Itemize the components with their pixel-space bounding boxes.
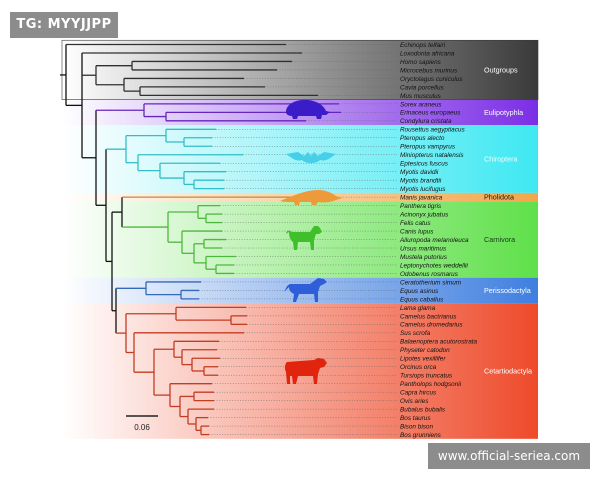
clade-label-eulipotyphla: Eulipotyphla (484, 108, 523, 117)
species-label: Mustela putorius (400, 254, 448, 261)
species-label: Sorex araneus (400, 101, 442, 108)
species-label: Camelus dromedarius (400, 322, 463, 329)
species-label: Equus asinus (400, 288, 439, 295)
species-label: Rousettus aegyptiacus (400, 127, 465, 134)
species-label: Bos taurus (400, 415, 431, 422)
species-label: Oryctolagus cuniculus (400, 76, 463, 83)
species-label: Microcebus murinus (400, 67, 458, 74)
species-label: Bubalus bubalis (400, 407, 446, 414)
species-label: Ceratotherium simum (400, 279, 462, 286)
species-label: Condylura cristata (400, 118, 452, 125)
species-label: Lama glama (400, 305, 436, 312)
species-label: Sus scrofa (400, 330, 431, 337)
species-label: Homo sapiens (400, 59, 442, 66)
species-label: Pantholops hodgsonii (400, 381, 462, 388)
species-label: Ovis aries (400, 398, 429, 405)
species-label: Tursiops truncatus (400, 373, 453, 380)
species-label: Leptonychotes weddellii (400, 262, 468, 269)
species-label: Lipotes vexillifer (400, 356, 446, 363)
scale-bar-label: 0.06 (134, 423, 150, 432)
species-label: Cavia porcellus (400, 84, 444, 91)
outgroups-frame (61, 39, 539, 100)
species-label: Equus caballus (400, 296, 444, 303)
species-label: Erinaceus europaeus (400, 110, 461, 117)
species-label: Felis catus (400, 220, 431, 227)
species-label: Echinops telfairi (400, 42, 446, 49)
species-label: Bos grunniens (400, 432, 442, 439)
species-label: Odobenus rosmarus (400, 271, 459, 278)
species-label: Acinonyx jubatus (399, 212, 449, 219)
watermark-top: TG: MYYJJPP (10, 12, 118, 38)
species-label: Manis javanica (400, 195, 443, 202)
hedgehog-silhouette-icon (286, 99, 330, 119)
species-label: Camelus bactrianus (400, 313, 457, 320)
species-label: Orcinus orca (400, 364, 437, 371)
horse-silhouette-icon (284, 278, 327, 302)
species-label: Bison bison (400, 424, 433, 431)
species-label: Myotis brandtii (400, 178, 442, 185)
species-label: Panthera tigris (400, 203, 442, 210)
species-label: Eptesicus fuscus (400, 161, 449, 168)
species-label: Myotis lucifugus (400, 186, 446, 193)
clade-label-cetartiodactyla: Cetartiodactyla (484, 367, 532, 376)
species-label: Ailuropoda melanoleuca (399, 237, 469, 244)
dog-silhouette-icon (286, 226, 322, 250)
species-label: Capra hircus (400, 390, 437, 397)
species-label: Balaenoptera acutorostrata (400, 339, 478, 346)
clade-label-carnivora: Carnivora (484, 235, 515, 244)
species-label: Myotis davidii (400, 169, 439, 176)
species-label: Loxodonta africana (400, 50, 455, 57)
clade-label-pholidota: Pholidota (484, 193, 514, 202)
clade-label-chiroptera: Chiroptera (484, 155, 518, 164)
bat-silhouette-icon (286, 152, 336, 163)
species-label: Physeter catodon (400, 347, 450, 354)
species-label: Pteropus alecto (400, 135, 445, 142)
species-label: Miniopterus natalensis (400, 152, 464, 159)
scale-bar: 0.06 (126, 415, 158, 432)
species-label: Ursus maritimus (400, 245, 447, 252)
species-label: Canis lupus (400, 228, 434, 235)
clade-label-perissodactyla: Perissodactyla (484, 286, 531, 295)
species-label: Mus musculus (400, 93, 442, 100)
pangolin-silhouette-icon (280, 190, 342, 205)
clade-label-outgroups: Outgroups (484, 66, 518, 75)
cow-silhouette-icon (284, 358, 327, 384)
species-label: Pteropus vampyrus (400, 144, 456, 151)
watermark-bottom: www.official-seriea.com (428, 443, 590, 469)
